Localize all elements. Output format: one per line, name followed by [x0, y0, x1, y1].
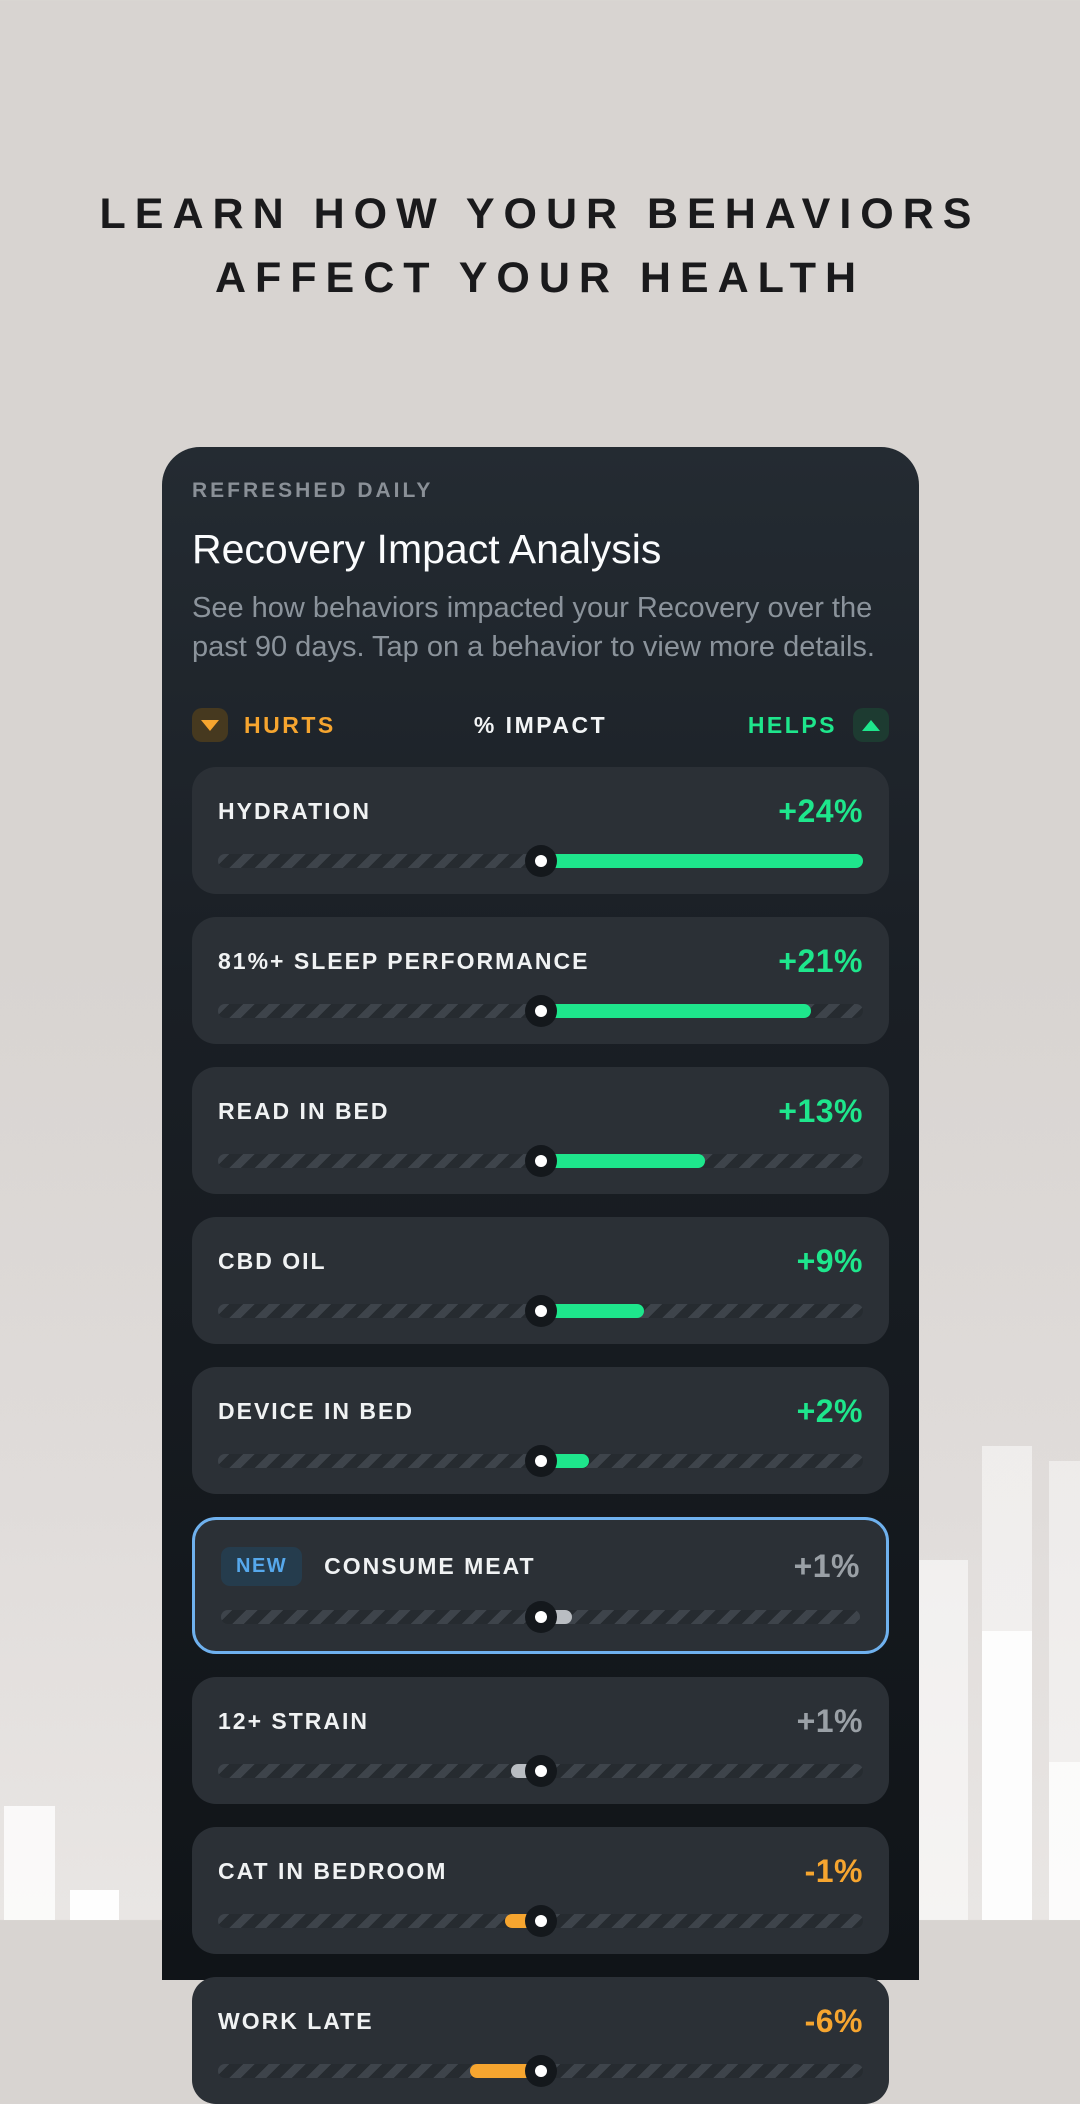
- impact-track: [218, 845, 863, 877]
- new-badge: NEW: [221, 1547, 303, 1586]
- center-marker-icon: [524, 995, 557, 1027]
- impact-bar: [540, 1004, 812, 1018]
- behavior-impact-value: +13%: [778, 1093, 863, 1129]
- refreshed-daily-label: REFRESHED DAILY: [192, 479, 434, 502]
- card-title: Recovery Impact Analysis: [192, 526, 662, 572]
- impact-bar: [540, 1154, 705, 1168]
- center-marker-icon: [524, 1445, 557, 1477]
- behavior-row-header: CBD OIL +9%: [218, 1243, 863, 1280]
- behavior-row[interactable]: NEW CONSUME MEAT +1%: [192, 1517, 889, 1654]
- triangle-down-icon: [201, 719, 219, 731]
- behavior-label: READ IN BED: [218, 1098, 390, 1124]
- impact-track: [218, 1295, 863, 1327]
- behavior-row-header: 12+ STRAIN +1%: [218, 1703, 863, 1740]
- bg-chart-bar: [70, 1890, 119, 1920]
- behavior-label: CAT IN BEDROOM: [218, 1858, 448, 1884]
- impact-axis-label: % IMPACT: [473, 711, 608, 738]
- impact-track: [218, 1755, 863, 1787]
- impact-sort-header: HURTS % IMPACT HELPS: [192, 707, 889, 743]
- bg-chart-bar: [4, 1806, 55, 1920]
- behavior-row-header: 81%+ SLEEP PERFORMANCE +21%: [218, 943, 863, 980]
- hurts-sort-control[interactable]: HURTS: [192, 708, 336, 742]
- impact-track: [218, 1145, 863, 1177]
- behavior-impact-value: +1%: [793, 1548, 860, 1584]
- behavior-row[interactable]: HYDRATION +24%: [192, 767, 889, 894]
- impact-track: [218, 1905, 863, 1937]
- hurts-label: HURTS: [244, 711, 336, 738]
- behavior-label: CBD OIL: [218, 1248, 327, 1274]
- behavior-impact-value: +24%: [778, 793, 863, 829]
- behavior-impact-value: +1%: [796, 1703, 863, 1739]
- page-title: LEARN HOW YOUR BEHAVIORS AFFECT YOUR HEA…: [0, 182, 1080, 310]
- impact-track: [218, 1445, 863, 1477]
- behavior-label: DEVICE IN BED: [218, 1398, 414, 1424]
- recovery-impact-card: REFRESHED DAILY Recovery Impact Analysis…: [162, 447, 919, 2104]
- center-marker-icon: [524, 2055, 557, 2087]
- behavior-impact-value: -6%: [804, 2003, 863, 2039]
- behavior-list: HYDRATION +24% 81%+ SLEEP PERFORMANCE +2…: [192, 767, 889, 2104]
- center-marker-icon: [524, 845, 557, 877]
- hurts-sort-button[interactable]: [192, 708, 228, 742]
- behavior-impact-value: +2%: [796, 1393, 863, 1429]
- impact-track: [218, 2055, 863, 2087]
- behavior-row[interactable]: WORK LATE -6%: [192, 1977, 889, 2104]
- behavior-label: 12+ STRAIN: [218, 1708, 370, 1734]
- center-marker-icon: [524, 1905, 557, 1937]
- behavior-row-header: DEVICE IN BED +2%: [218, 1393, 863, 1430]
- behavior-row[interactable]: CBD OIL +9%: [192, 1217, 889, 1344]
- behavior-row[interactable]: 81%+ SLEEP PERFORMANCE +21%: [192, 917, 889, 1044]
- center-marker-icon: [524, 1601, 557, 1633]
- behavior-row[interactable]: CAT IN BEDROOM -1%: [192, 1827, 889, 1954]
- center-marker-icon: [524, 1295, 557, 1327]
- impact-bar: [540, 854, 863, 868]
- center-marker-icon: [524, 1145, 557, 1177]
- page-title-line1: LEARN HOW YOUR BEHAVIORS: [99, 190, 981, 238]
- behavior-row-header: READ IN BED +13%: [218, 1093, 863, 1130]
- behavior-label: HYDRATION: [218, 798, 372, 824]
- helps-label: HELPS: [747, 711, 837, 738]
- impact-bar: [540, 1304, 644, 1318]
- behavior-impact-value: +21%: [778, 943, 863, 979]
- behavior-row-header: CAT IN BEDROOM -1%: [218, 1853, 863, 1890]
- bg-chart-bar: [1049, 1461, 1080, 1920]
- behavior-row-header: HYDRATION +24%: [218, 793, 863, 830]
- behavior-label: CONSUME MEAT: [324, 1553, 536, 1579]
- impact-track: [221, 1601, 860, 1633]
- bg-chart-bar: [982, 1446, 1032, 1920]
- helps-sort-button[interactable]: [853, 708, 889, 742]
- card-description: See how behaviors impacted your Recovery…: [192, 592, 875, 663]
- behavior-row[interactable]: 12+ STRAIN +1%: [192, 1677, 889, 1804]
- center-marker-icon: [524, 1755, 557, 1787]
- behavior-impact-value: +9%: [796, 1243, 863, 1279]
- helps-sort-control[interactable]: HELPS: [748, 708, 889, 742]
- behavior-label: WORK LATE: [218, 2008, 374, 2034]
- behavior-label: 81%+ SLEEP PERFORMANCE: [218, 948, 590, 974]
- behavior-row[interactable]: DEVICE IN BED +2%: [192, 1367, 889, 1494]
- behavior-row[interactable]: READ IN BED +13%: [192, 1067, 889, 1194]
- behavior-impact-value: -1%: [804, 1853, 863, 1889]
- impact-track: [218, 995, 863, 1027]
- page-title-line2: AFFECT YOUR HEALTH: [214, 254, 866, 302]
- triangle-up-icon: [862, 719, 880, 731]
- behavior-row-header: WORK LATE -6%: [218, 2003, 863, 2040]
- behavior-row-header: NEW CONSUME MEAT +1%: [221, 1547, 860, 1586]
